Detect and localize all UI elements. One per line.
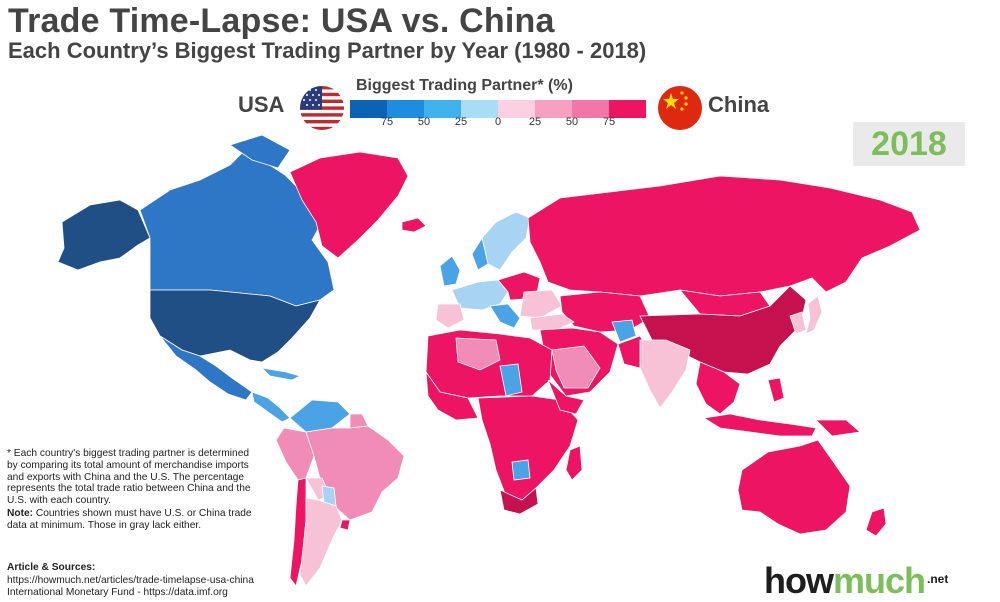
legend-tick-label: 50 bbox=[417, 116, 431, 128]
note-paragraph: Note: Countries shown must have U.S. or … bbox=[7, 508, 253, 532]
sources-label: Article & Sources: bbox=[7, 562, 96, 573]
page-title: Trade Time-Lapse: USA vs. China bbox=[8, 2, 555, 40]
south-africa bbox=[499, 487, 539, 515]
uruguay bbox=[339, 519, 351, 531]
page-subtitle: Each Country’s Biggest Trading Partner b… bbox=[8, 38, 647, 63]
logo-how: how bbox=[764, 560, 834, 601]
korea bbox=[789, 311, 807, 335]
uk-ireland bbox=[439, 255, 461, 287]
canada-arctic bbox=[229, 134, 291, 169]
legend-tick-label: 75 bbox=[602, 116, 616, 128]
legend-ticks: 75 50 25 0 25 50 75 bbox=[350, 116, 654, 132]
source-link-imf[interactable]: International Monetary Fund - https://da… bbox=[7, 587, 228, 598]
scandinavia bbox=[481, 211, 531, 271]
caribbean bbox=[260, 367, 302, 381]
india bbox=[639, 339, 691, 409]
afghanistan bbox=[611, 319, 637, 343]
greenland bbox=[289, 151, 409, 259]
legend-swatch bbox=[424, 100, 461, 118]
legend-color-scale bbox=[350, 100, 646, 118]
southeast-asia bbox=[695, 361, 741, 415]
legend-usa-label: USA bbox=[238, 92, 285, 117]
sources-block: Article & Sources: https://howmuch.net/a… bbox=[7, 562, 327, 600]
legend-tick-label: 25 bbox=[454, 116, 468, 128]
legend-tick-label: 25 bbox=[528, 116, 542, 128]
philippines bbox=[767, 377, 785, 403]
legend-swatch bbox=[387, 100, 424, 118]
russia bbox=[527, 175, 921, 297]
footnote-text: * Each country's biggest trading partner… bbox=[7, 448, 251, 507]
legend-swatch bbox=[572, 100, 609, 118]
new-guinea bbox=[815, 419, 861, 437]
legend-china-label: China bbox=[708, 92, 770, 117]
mexico bbox=[159, 335, 253, 401]
world-map bbox=[57, 134, 921, 587]
usa-flag-icon bbox=[300, 86, 344, 130]
colombia-venezuela bbox=[289, 399, 351, 433]
howmuch-logo[interactable]: howmuch .net bbox=[764, 560, 948, 602]
note-text: Countries shown must have U.S. or China … bbox=[7, 507, 252, 531]
western-europe bbox=[451, 279, 509, 311]
alaska bbox=[57, 199, 151, 271]
iceland bbox=[401, 217, 427, 233]
central-africa bbox=[477, 395, 579, 501]
logo-net: .net bbox=[927, 572, 949, 586]
central-america bbox=[251, 391, 291, 423]
legend-swatch bbox=[609, 100, 646, 118]
legend-swatch bbox=[461, 100, 498, 118]
italy-balkans bbox=[489, 303, 521, 329]
madagascar bbox=[565, 445, 583, 481]
horn-of-africa bbox=[547, 379, 585, 415]
footnote-block: * Each country's biggest trading partner… bbox=[7, 448, 253, 533]
norway bbox=[471, 236, 489, 271]
legend-swatch bbox=[350, 100, 387, 118]
turkey bbox=[529, 313, 575, 331]
legend-tick-label: 0 bbox=[494, 116, 502, 128]
japan bbox=[805, 295, 823, 335]
legend-swatch bbox=[498, 100, 535, 118]
indonesia bbox=[702, 413, 817, 437]
central-asia bbox=[559, 291, 651, 333]
new-zealand bbox=[865, 507, 887, 537]
chad bbox=[499, 363, 523, 397]
argentina bbox=[299, 497, 343, 587]
legend-tick-label: 75 bbox=[380, 116, 394, 128]
logo-much: much bbox=[832, 560, 926, 601]
china-flag-icon bbox=[658, 86, 702, 130]
australia bbox=[737, 439, 851, 535]
legend-swatch bbox=[535, 100, 572, 118]
west-africa bbox=[425, 370, 479, 421]
iberia bbox=[435, 303, 465, 329]
source-link-article[interactable]: https://howmuch.net/articles/trade-timel… bbox=[7, 574, 254, 586]
legend-tick-label: 50 bbox=[565, 116, 579, 128]
botswana bbox=[511, 459, 531, 481]
saudi-arabia bbox=[551, 345, 601, 389]
eastern-europe bbox=[519, 289, 563, 319]
note-label: Note: bbox=[7, 507, 34, 519]
algeria-libya bbox=[455, 337, 501, 371]
legend-title: Biggest Trading Partner* (%) bbox=[356, 77, 573, 94]
year-badge: 2018 bbox=[853, 122, 965, 166]
